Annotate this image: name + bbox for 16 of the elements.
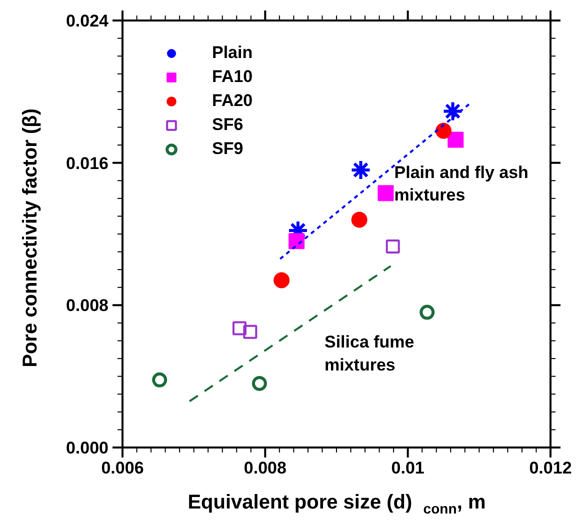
y-tick-label: 0.000 — [66, 438, 109, 458]
y-tick-label: 0.008 — [66, 296, 109, 316]
x-tick-label: 0.012 — [529, 458, 572, 478]
x-tick-label: 0.006 — [101, 458, 144, 478]
x-tick-label: 0.008 — [244, 458, 286, 478]
legend-label: SF9 — [212, 139, 244, 159]
y-tick-label: 0.016 — [66, 154, 109, 173]
legend-label: FA10 — [212, 67, 253, 87]
x-tick-label: 0.01 — [391, 458, 424, 478]
legend-label: SF6 — [212, 115, 244, 135]
legend-label: Plain — [212, 43, 253, 63]
y-axis-title: Pore connectivity factor (β) — [20, 108, 42, 368]
annotation: Silica fume mixtures — [324, 332, 414, 374]
y-tick-label: 0.024 — [66, 12, 110, 30]
annotation: Plain and fly ash mixtures — [394, 162, 528, 205]
legend-label: FA20 — [212, 91, 253, 111]
